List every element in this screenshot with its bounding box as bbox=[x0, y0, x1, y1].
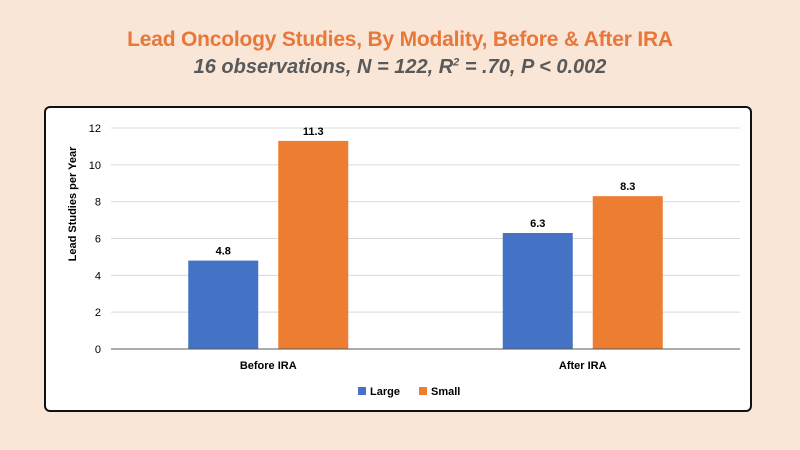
bar-small bbox=[592, 196, 663, 349]
data-labels: 4.8 11.3 6.3 8.3 bbox=[216, 126, 636, 258]
bar-large bbox=[188, 260, 259, 349]
data-label: 11.3 bbox=[303, 126, 324, 138]
data-label: 8.3 bbox=[620, 181, 635, 193]
legend-swatch-small bbox=[419, 387, 427, 395]
chart-title: Lead Oncology Studies, By Modality, Befo… bbox=[127, 28, 673, 51]
bars bbox=[188, 140, 663, 349]
data-label: 4.8 bbox=[216, 246, 231, 258]
y-tick-label: 2 bbox=[95, 307, 101, 319]
y-axis: 0 2 4 6 8 10 12 bbox=[89, 123, 101, 356]
subtitle-superscript: 2 bbox=[453, 56, 460, 69]
subtitle-text: 16 observations, N = 122, R bbox=[193, 56, 454, 78]
y-tick-label: 8 bbox=[95, 197, 101, 209]
x-tick-label: Before IRA bbox=[240, 360, 297, 372]
y-axis-label: Lead Studies per Year bbox=[67, 146, 79, 261]
legend-swatch-large bbox=[358, 387, 366, 395]
y-tick-label: 6 bbox=[95, 234, 101, 246]
legend-label-small: Small bbox=[431, 386, 460, 398]
y-tick-label: 10 bbox=[89, 160, 101, 172]
y-tick-label: 4 bbox=[95, 270, 101, 282]
x-axis: Before IRA After IRA bbox=[111, 348, 740, 372]
subtitle-stats: = .70, P < 0.002 bbox=[459, 56, 607, 78]
legend-label-large: Large bbox=[370, 386, 400, 398]
legend: Large Small bbox=[358, 386, 460, 398]
bar-small bbox=[278, 140, 349, 349]
data-label: 6.3 bbox=[530, 218, 545, 230]
y-tick-label: 0 bbox=[95, 344, 101, 356]
y-tick-label: 12 bbox=[89, 123, 101, 135]
x-tick-label: After IRA bbox=[559, 360, 607, 372]
chart-subtitle: 16 observations, N = 122, R2 = .70, P < … bbox=[0, 56, 800, 79]
bar-chart: 4.8 11.3 6.3 8.3 0 2 4 6 8 10 12 Before IRA After … bbox=[67, 123, 740, 398]
chart-panel: 4.8 11.3 6.3 8.3 0 2 4 6 8 10 12 Before IRA After … bbox=[44, 106, 752, 412]
bar-large bbox=[502, 232, 573, 349]
